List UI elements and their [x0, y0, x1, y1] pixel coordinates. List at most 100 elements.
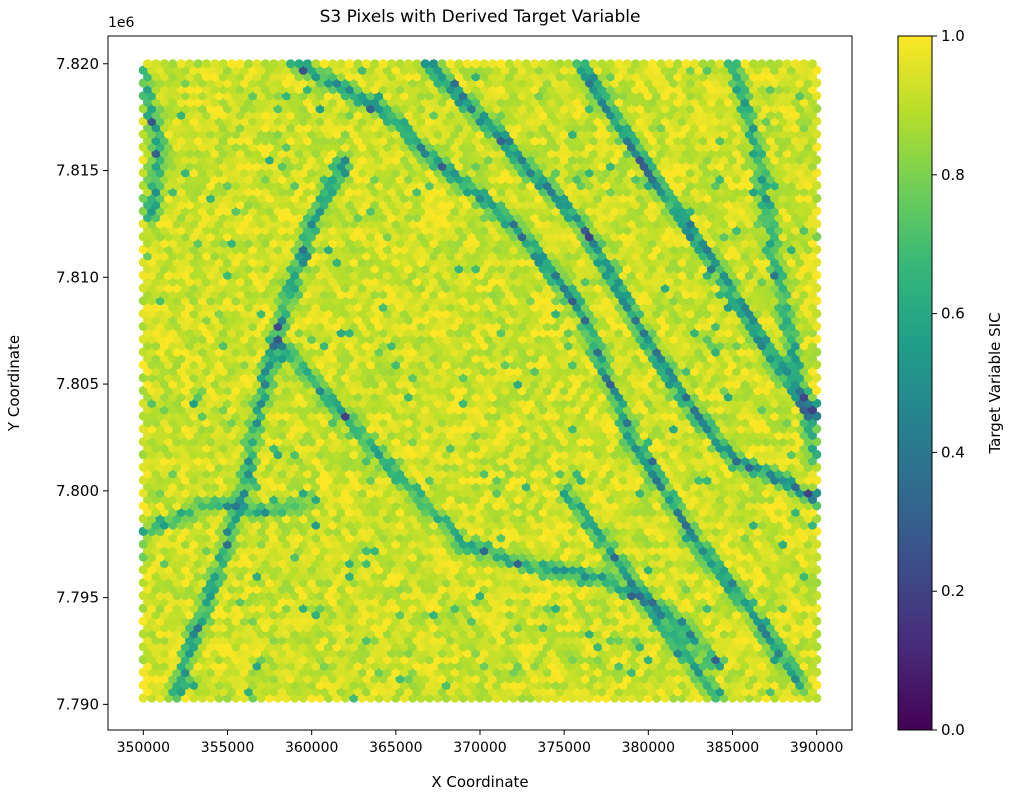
scatter-point	[597, 571, 607, 581]
scatter-point	[799, 571, 809, 581]
scatter-point	[732, 674, 742, 684]
scatter-point	[791, 571, 801, 581]
scatter-point	[235, 571, 245, 581]
scatter-point	[193, 674, 203, 684]
scatter-point	[244, 571, 254, 581]
scatter-point	[420, 674, 430, 684]
scatter-point	[530, 571, 540, 581]
scatter-point	[336, 571, 346, 581]
scatter-point	[614, 571, 624, 581]
scatter-point	[159, 571, 169, 581]
scatter-point	[748, 674, 759, 684]
scatter-point	[748, 571, 759, 581]
scatter-point	[765, 571, 776, 581]
scatter-point	[252, 674, 262, 684]
scatter-point	[471, 571, 481, 581]
scatter-point	[387, 571, 397, 581]
scatter-point	[353, 674, 363, 684]
scatter-point	[706, 674, 717, 684]
scatter-point	[479, 674, 489, 684]
scatter-point	[143, 571, 153, 581]
scatter-point	[555, 571, 565, 581]
scatter-point	[555, 674, 565, 684]
scatter-point	[210, 674, 220, 684]
scatter-point	[168, 571, 178, 581]
scatter-point	[791, 674, 801, 684]
scatter-point	[277, 571, 287, 581]
scatter-point	[429, 571, 439, 581]
scatter-point	[690, 571, 700, 581]
scatter-point	[361, 571, 371, 581]
scatter-point	[420, 571, 430, 581]
scatter-point	[344, 571, 355, 581]
scatter-point	[395, 571, 405, 581]
scatter-point	[151, 571, 161, 581]
scatter-point	[488, 571, 498, 581]
scatter-point	[176, 674, 186, 684]
scatter-point	[159, 674, 169, 684]
scatter-point	[143, 674, 153, 684]
scatter-point	[344, 674, 355, 684]
scatter-point	[462, 571, 472, 581]
scatter-point	[353, 571, 363, 581]
scatter-point	[782, 674, 792, 684]
scatter-point	[378, 674, 388, 684]
scatter-point	[437, 571, 447, 581]
scatter-point	[496, 571, 506, 581]
scatter-point	[799, 674, 809, 684]
scatter-point	[412, 674, 422, 684]
scatter-point	[235, 674, 245, 684]
scatter-point	[605, 674, 616, 684]
scatter-point	[403, 571, 414, 581]
scatter-point	[513, 674, 523, 684]
scatter-point	[631, 674, 641, 684]
scatter-point	[723, 571, 733, 581]
scatter-point	[807, 571, 818, 581]
scatter-point	[471, 674, 481, 684]
scatter-point	[740, 674, 750, 684]
scatter-point	[218, 571, 228, 581]
scatter-point	[311, 571, 321, 581]
scatter-point	[673, 674, 683, 684]
scatter-point	[605, 571, 616, 581]
scatter-point	[294, 571, 304, 581]
scatter-point	[504, 571, 515, 581]
scatter-point	[706, 571, 717, 581]
scatter-point	[774, 571, 784, 581]
scatter-point	[302, 571, 313, 581]
scatter-point	[732, 571, 742, 581]
scatter-point	[311, 674, 321, 684]
scatter-point	[277, 674, 287, 684]
scatter-point	[572, 674, 582, 684]
scatter-point	[572, 571, 582, 581]
scatter-point	[252, 571, 262, 581]
scatter-point	[269, 674, 279, 684]
scatter-point	[664, 571, 675, 581]
scatter-point	[681, 571, 691, 581]
scatter-point	[563, 674, 574, 684]
scatter-point	[227, 674, 237, 684]
scatter-point	[647, 674, 658, 684]
scatter-point	[765, 674, 776, 684]
scatter-point	[269, 571, 279, 581]
scatter-point	[622, 674, 632, 684]
scatter-point	[319, 571, 329, 581]
scatter-point	[412, 571, 422, 581]
scatter-point	[462, 674, 472, 684]
scatter-point	[445, 674, 456, 684]
scatter-point	[328, 571, 338, 581]
scatter-point	[201, 571, 212, 581]
scatter-point	[664, 674, 675, 684]
scatter-point	[201, 674, 212, 684]
scatter-point	[673, 571, 683, 581]
scatter-point	[580, 674, 590, 684]
scatter-point	[193, 571, 203, 581]
scatter-point	[622, 571, 632, 581]
scatter-point	[589, 674, 599, 684]
scatter-point	[445, 571, 456, 581]
scatter-point	[597, 674, 607, 684]
scatter-point	[244, 674, 254, 684]
scatter-point	[176, 571, 186, 581]
scatter-point	[227, 571, 237, 581]
scatter-point	[580, 571, 590, 581]
